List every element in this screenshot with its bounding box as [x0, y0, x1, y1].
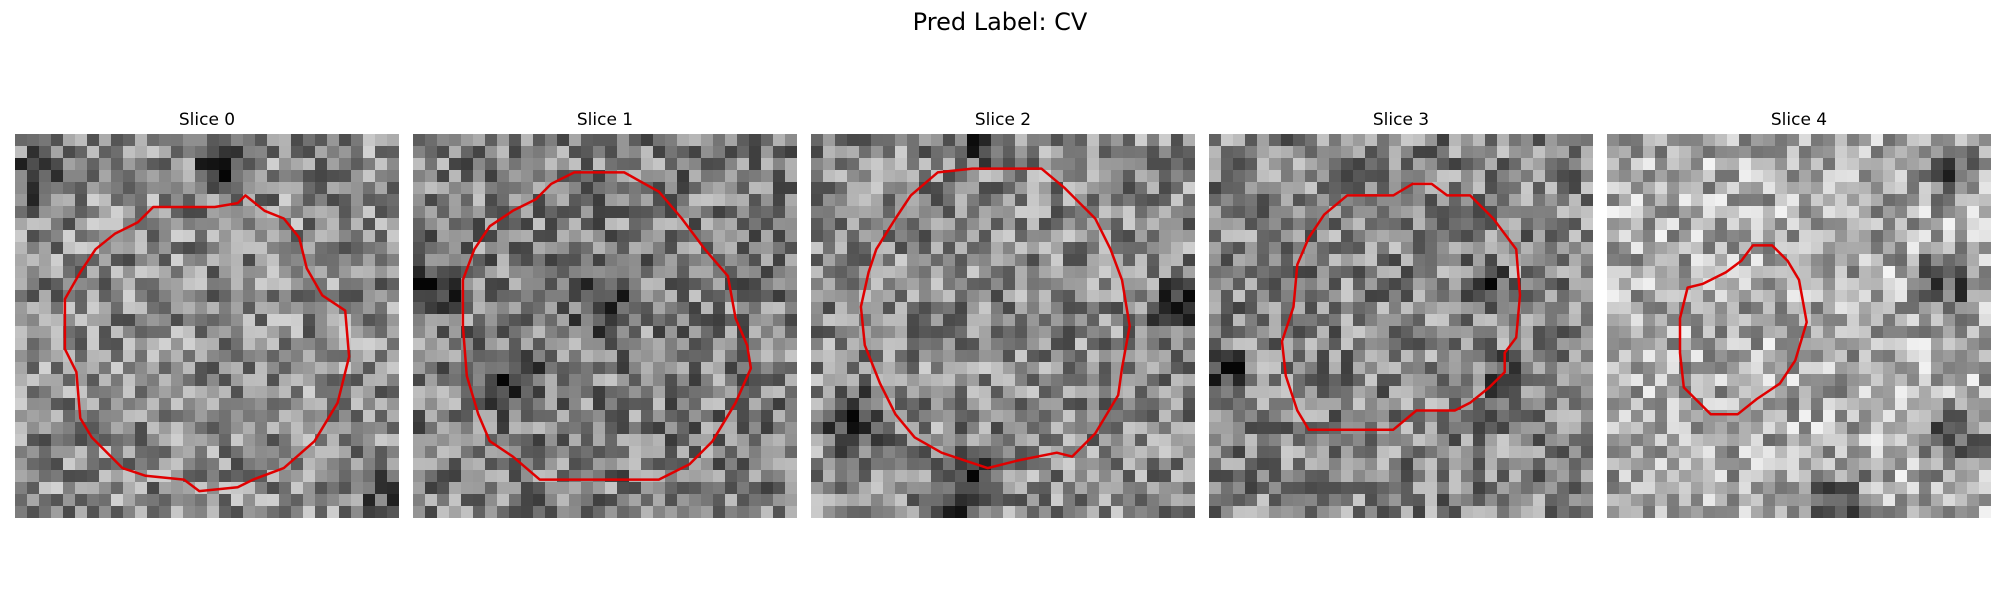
figure-title: Pred Label: CV [0, 6, 2000, 38]
slice-panel-4: Slice 4 [1607, 108, 1991, 518]
slice-panel-2: Slice 2 [811, 108, 1195, 518]
slice-title: Slice 2 [811, 108, 1195, 132]
slice-title: Slice 4 [1607, 108, 1991, 132]
slice-image [1209, 134, 1593, 518]
slice-image [15, 134, 399, 518]
slice-image [1607, 134, 1991, 518]
slice-panel-0: Slice 0 [15, 108, 399, 518]
slice-title: Slice 3 [1209, 108, 1593, 132]
slice-title: Slice 1 [413, 108, 797, 132]
slice-title: Slice 0 [15, 108, 399, 132]
slice-panel-3: Slice 3 [1209, 108, 1593, 518]
slice-panel-1: Slice 1 [413, 108, 797, 518]
slice-image [413, 134, 797, 518]
slice-image [811, 134, 1195, 518]
